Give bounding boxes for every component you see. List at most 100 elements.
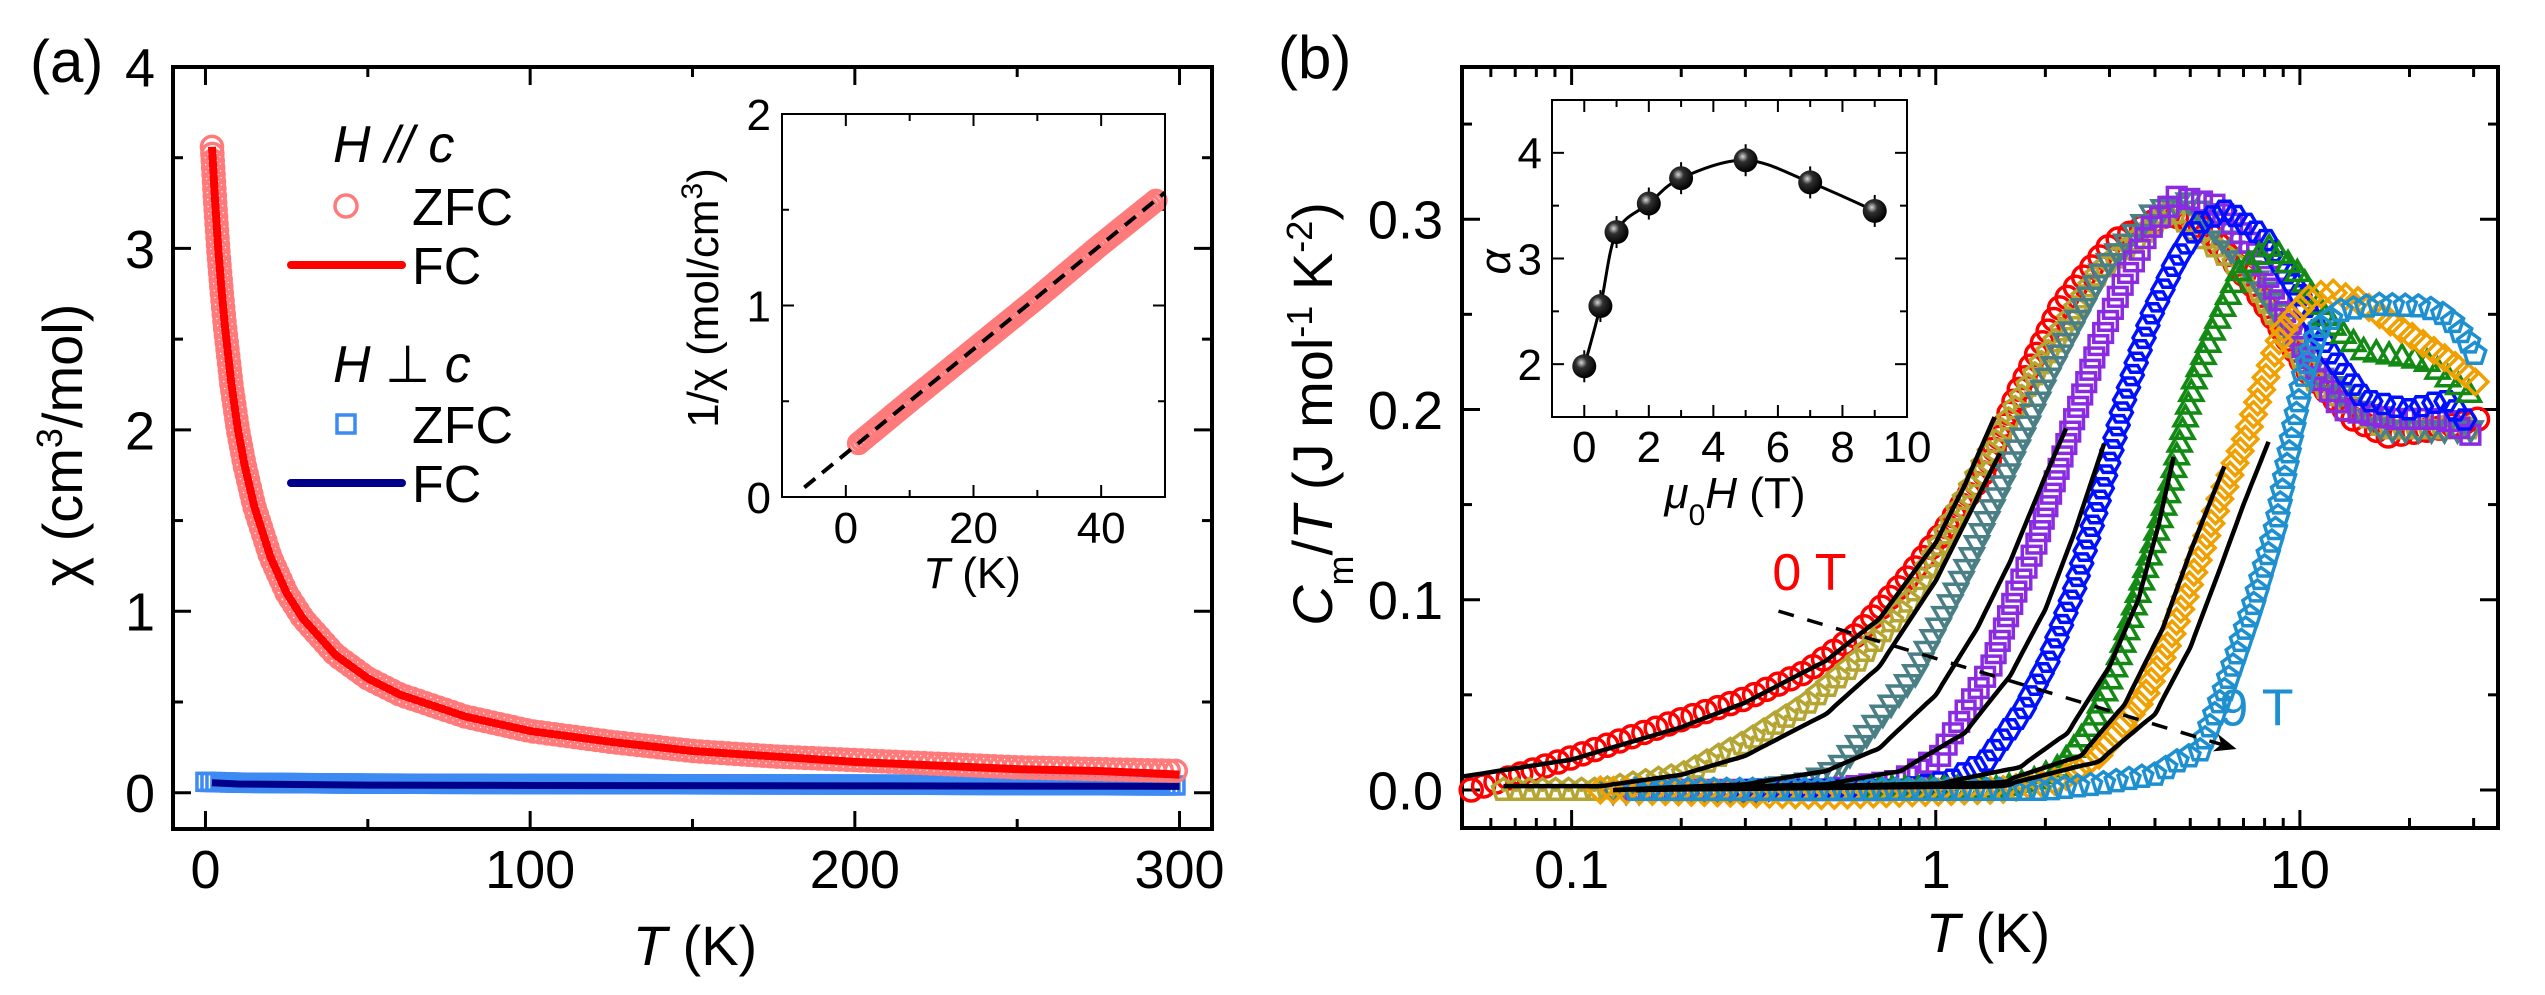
pentagon-marker (2206, 688, 2233, 714)
pentagon-center-dot (1794, 707, 1800, 713)
hexagon-marker (2086, 489, 2113, 513)
series-inverse-chi (846, 188, 1168, 456)
x-tick-label: 2 (1637, 423, 1661, 472)
triangle-up-marker (2171, 402, 2200, 428)
triangle-up-marker (2116, 602, 2146, 628)
pentagon-marker (2012, 776, 2039, 802)
y-tick-label: 2 (1518, 341, 1542, 390)
pentagon-marker (2115, 765, 2143, 791)
pentagon-marker (2236, 602, 2263, 628)
hexagon-marker (2061, 577, 2088, 600)
plot-background (782, 114, 1165, 497)
pentagon-dot-marker (1794, 688, 1821, 714)
square-marker (2116, 261, 2140, 285)
square-marker (2036, 495, 2059, 518)
hexagon-marker (2211, 199, 2238, 223)
inset-b-y-axis-label: α (1471, 248, 1520, 275)
panel-b-y-axis-label: Cm/T (J mol-1 K-2) (1279, 202, 1361, 626)
hexagon-marker (2347, 383, 2374, 407)
pentagon-dot-marker (1844, 646, 1871, 672)
square-marker (1967, 676, 1990, 700)
triangle-up-marker (2184, 352, 2214, 378)
square-marker (2067, 395, 2090, 418)
pentagon-dot-marker (1739, 723, 1767, 749)
hexagon-marker (2339, 373, 2366, 396)
pentagon-marker (2340, 294, 2367, 320)
triangle-up-marker (2156, 465, 2186, 491)
triangle-up-marker (2189, 340, 2218, 366)
pentagon-dot-marker (1995, 405, 2022, 431)
hexagon-marker (2451, 408, 2478, 431)
triangle-up-marker (2254, 231, 2284, 258)
hexagon-marker (2068, 552, 2095, 575)
pentagon-dot-marker (1772, 703, 1800, 728)
square-marker (2063, 408, 2086, 431)
hexagon-marker (2105, 413, 2132, 437)
triangle-up-marker (2374, 339, 2404, 365)
hexagon-marker (1996, 717, 2023, 741)
triangle-up-marker (2162, 440, 2192, 466)
y-tick-label: 1 (747, 282, 771, 331)
diamond-marker (2305, 279, 2336, 310)
triangle-up-marker (2168, 415, 2198, 441)
hexagon-marker (2011, 696, 2038, 720)
square-marker (1954, 699, 1977, 722)
triangle-up-marker (2149, 490, 2179, 516)
panel-b-plot: 0.1 1 10 0.0 0.1 0.2 0.3 0 T 9 T (1368, 65, 2500, 900)
hexagon-marker (2242, 220, 2269, 243)
pentagon-marker (2152, 754, 2179, 780)
square-marker (2071, 383, 2094, 406)
pentagon-dot-marker (1682, 753, 1709, 779)
triangle-up-marker (2208, 291, 2238, 317)
hexagon-marker (2222, 204, 2249, 228)
triangle-down-marker (1852, 724, 1882, 750)
pentagon-marker (2163, 747, 2191, 773)
pentagon-marker (2379, 291, 2406, 317)
pentagon-marker (2051, 774, 2078, 799)
hexagon-marker (2252, 228, 2279, 252)
series-h-perp-c-fc-line (211, 779, 1180, 790)
hexagon-marker (2188, 210, 2215, 234)
square-marker (2424, 407, 2447, 431)
x-tick-label: 10 (1883, 423, 1932, 472)
pentagon-dot-marker (1951, 485, 1978, 511)
square-marker (1935, 733, 1958, 756)
pentagon-marker (2461, 340, 2488, 366)
x-tick-label: 0.1 (1534, 840, 1609, 900)
triangle-up-marker (2080, 700, 2110, 726)
hexagon-marker (2034, 650, 2061, 673)
triangle-up-marker (2159, 453, 2189, 479)
triangle-up-marker (2400, 343, 2430, 369)
panel-a-y-axis-label: χ (cm3/mol) (29, 304, 95, 587)
inset-a-x-axis-label: T (K) (923, 549, 1021, 598)
square-marker (1948, 710, 1971, 734)
legend-fc-label-2: FC (412, 456, 481, 514)
hexagon-marker (1973, 749, 2000, 772)
triangle-up-marker (2234, 247, 2264, 274)
triangle-down-marker (1868, 704, 1898, 730)
pentagon-marker (2447, 318, 2474, 344)
circle-marker (1495, 765, 1522, 791)
hexagon-marker (2029, 662, 2056, 685)
pentagon-marker (2294, 349, 2321, 375)
triangle-down-marker (1816, 762, 1846, 788)
x-tick-label: 8 (1830, 423, 1854, 472)
pentagon-marker (2103, 767, 2130, 793)
triangle-up-marker (2219, 268, 2248, 294)
triangle-up-marker (2273, 248, 2303, 274)
pentagon-dot-marker (1728, 730, 1755, 756)
pentagon-marker (1648, 776, 1675, 802)
triangle-up-marker (2165, 427, 2195, 453)
pentagon-marker (2090, 769, 2117, 795)
pentagon-dot-marker (1804, 680, 1831, 706)
triangle-up-marker (2198, 315, 2228, 341)
hexagon-marker (2433, 389, 2460, 413)
plot-background (1552, 100, 1907, 417)
legend-fc-label: FC (412, 238, 481, 296)
triangle-up-marker (2339, 327, 2368, 353)
hexagon-marker (2039, 638, 2066, 661)
legend-zfc-square-marker (335, 413, 357, 435)
alpha-data-point (1588, 294, 1613, 319)
hexagon-marker (2127, 339, 2154, 362)
x-tick-label: 100 (485, 840, 575, 900)
